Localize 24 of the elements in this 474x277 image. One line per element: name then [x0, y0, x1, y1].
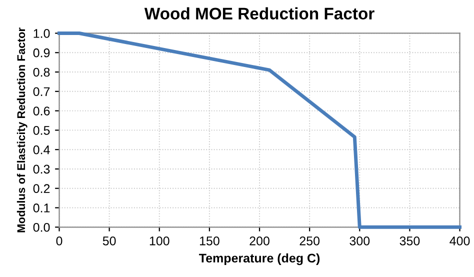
x-tick-label: 200: [250, 236, 270, 246]
y-tick-label: 0.3: [33, 164, 50, 174]
x-tick-label: 400: [450, 236, 470, 246]
chart-title: Wood MOE Reduction Factor: [144, 7, 374, 20]
y-tick-label: 1.0: [34, 29, 50, 38]
line-series: [58, 32, 462, 229]
y-tick-label: 0.2: [33, 184, 50, 194]
x-tick-label: 300: [350, 236, 370, 246]
x-tick-label: 250: [300, 236, 320, 246]
y-tick-label: 0.4: [33, 145, 50, 154]
x-tick-label: 0: [56, 236, 62, 246]
y-tick-label: 0.9: [33, 48, 50, 58]
y-tick-label: 0.0: [33, 222, 50, 232]
y-tick-label: 0.7: [33, 87, 50, 96]
x-tick-label: 150: [200, 236, 220, 246]
y-tick-label: 0.6: [33, 106, 50, 116]
x-tick-label: 50: [102, 236, 116, 246]
y-tick-label: 0.5: [33, 126, 50, 135]
x-tick-label: 350: [400, 236, 420, 246]
x-tick-label: 100: [150, 236, 170, 246]
y-axis-title: Modulus of Elasticity Reduction Factor: [16, 28, 28, 232]
x-axis-title: Temperature (deg C): [199, 253, 320, 266]
y-tick-label: 0.8: [33, 68, 50, 77]
y-tick-label: 0.1: [33, 204, 50, 212]
